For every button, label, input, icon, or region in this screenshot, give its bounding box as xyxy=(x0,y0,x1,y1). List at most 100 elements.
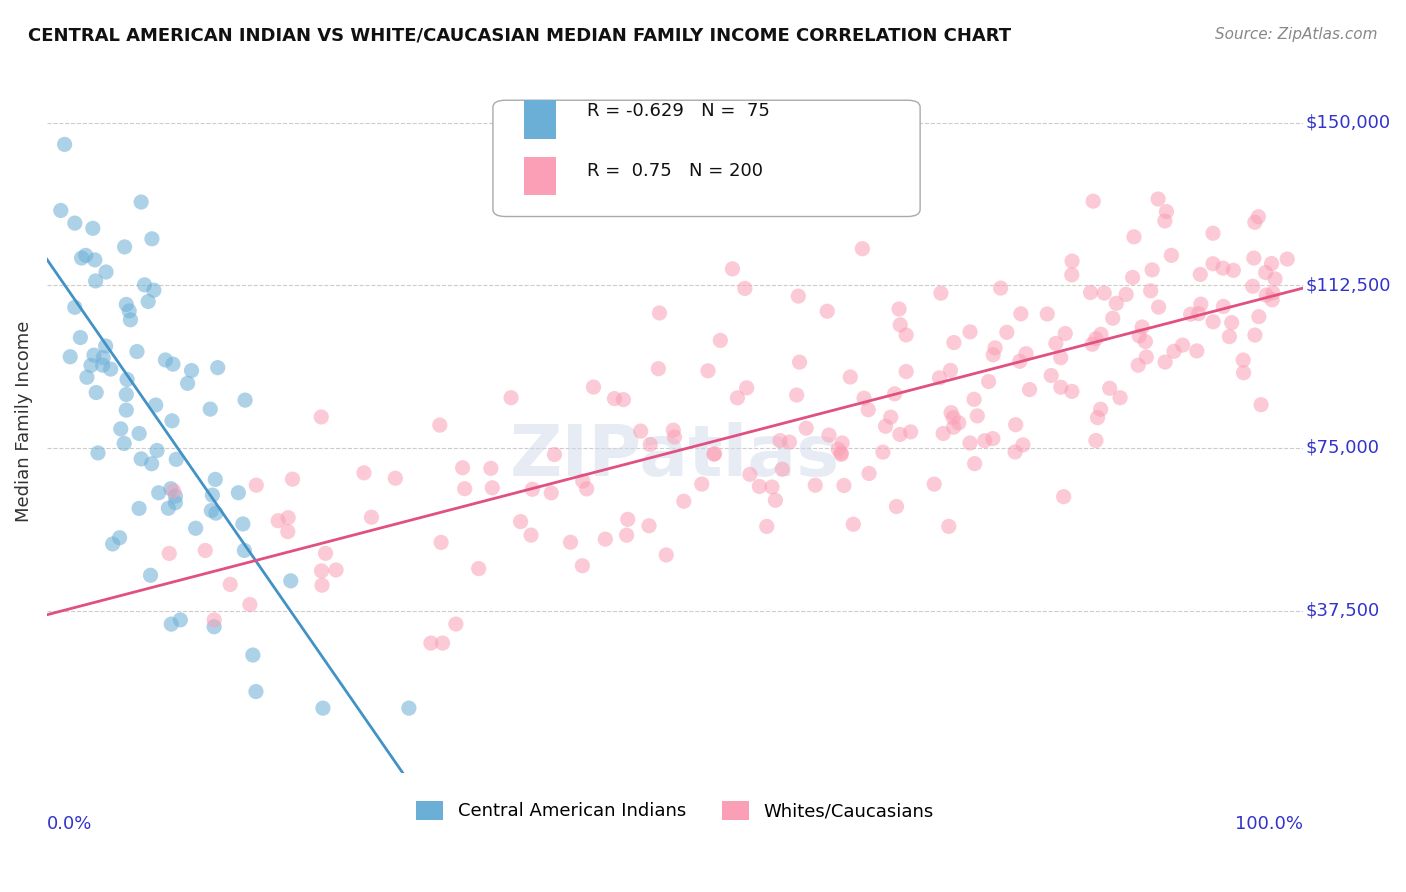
Central American Indians xyxy=(280,574,302,588)
Whites/Caucasians xyxy=(725,391,748,405)
Whites/Caucasians xyxy=(1049,380,1071,394)
Whites/Caucasians xyxy=(748,479,770,493)
Whites/Caucasians xyxy=(1008,354,1031,368)
Whites/Caucasians xyxy=(543,448,565,462)
Whites/Caucasians xyxy=(815,304,838,318)
Central American Indians xyxy=(125,344,148,359)
Whites/Caucasians xyxy=(638,518,661,533)
Whites/Caucasians xyxy=(734,281,756,295)
Text: CENTRAL AMERICAN INDIAN VS WHITE/CAUCASIAN MEDIAN FAMILY INCOME CORRELATION CHAR: CENTRAL AMERICAN INDIAN VS WHITE/CAUCASI… xyxy=(28,27,1011,45)
Whites/Caucasians xyxy=(1232,366,1254,380)
Whites/Caucasians xyxy=(540,486,562,500)
Whites/Caucasians xyxy=(938,519,960,533)
Whites/Caucasians xyxy=(655,548,678,562)
Whites/Caucasians xyxy=(638,437,661,451)
Whites/Caucasians xyxy=(582,380,605,394)
Whites/Caucasians xyxy=(245,478,267,492)
Whites/Caucasians xyxy=(761,480,783,494)
Whites/Caucasians xyxy=(1049,351,1071,365)
Central American Indians xyxy=(139,568,162,582)
Whites/Caucasians xyxy=(603,392,626,406)
Central American Indians xyxy=(141,457,163,471)
Whites/Caucasians xyxy=(501,391,523,405)
Whites/Caucasians xyxy=(883,386,905,401)
FancyBboxPatch shape xyxy=(494,100,920,217)
Whites/Caucasians xyxy=(1189,268,1212,282)
Central American Indians xyxy=(242,648,264,662)
Whites/Caucasians xyxy=(430,535,453,549)
Whites/Caucasians xyxy=(1054,326,1077,341)
Whites/Caucasians xyxy=(277,510,299,524)
Central American Indians xyxy=(233,543,256,558)
Whites/Caucasians xyxy=(1218,329,1240,343)
Central American Indians xyxy=(141,232,163,246)
Whites/Caucasians xyxy=(612,392,634,407)
Whites/Caucasians xyxy=(454,482,477,496)
Text: $150,000: $150,000 xyxy=(1306,113,1391,132)
Central American Indians xyxy=(101,537,124,551)
Central American Indians xyxy=(129,194,152,209)
Whites/Caucasians xyxy=(942,420,965,434)
Whites/Caucasians xyxy=(703,447,725,461)
Whites/Caucasians xyxy=(662,423,685,437)
Central American Indians xyxy=(83,348,105,362)
Central American Indians xyxy=(115,387,138,401)
Whites/Caucasians xyxy=(1160,248,1182,262)
Central American Indians xyxy=(82,221,104,235)
Central American Indians xyxy=(120,313,142,327)
Central American Indians xyxy=(162,357,184,371)
Whites/Caucasians xyxy=(1060,268,1083,282)
Whites/Caucasians xyxy=(202,613,225,627)
Whites/Caucasians xyxy=(1135,350,1157,364)
Whites/Caucasians xyxy=(595,532,617,546)
Central American Indians xyxy=(70,251,93,265)
Whites/Caucasians xyxy=(1012,438,1035,452)
Central American Indians xyxy=(202,620,225,634)
Text: ZIPatlas: ZIPatlas xyxy=(510,422,841,491)
Central American Indians xyxy=(128,501,150,516)
Central American Indians xyxy=(115,403,138,417)
Central American Indians xyxy=(134,277,156,292)
Whites/Caucasians xyxy=(1264,272,1286,286)
Whites/Caucasians xyxy=(1128,329,1150,343)
Whites/Caucasians xyxy=(1156,204,1178,219)
Whites/Caucasians xyxy=(1202,257,1225,271)
Whites/Caucasians xyxy=(1080,285,1102,300)
Whites/Caucasians xyxy=(1241,279,1264,293)
Whites/Caucasians xyxy=(1060,384,1083,399)
Whites/Caucasians xyxy=(889,427,911,442)
Whites/Caucasians xyxy=(1185,343,1208,358)
Whites/Caucasians xyxy=(887,301,910,316)
Whites/Caucasians xyxy=(267,514,290,528)
Central American Indians xyxy=(114,240,136,254)
Central American Indians xyxy=(94,339,117,353)
Central American Indians xyxy=(155,353,177,368)
Central American Indians xyxy=(142,283,165,297)
Whites/Caucasians xyxy=(1147,192,1170,206)
Whites/Caucasians xyxy=(571,474,593,488)
Whites/Caucasians xyxy=(1154,355,1177,369)
Whites/Caucasians xyxy=(818,428,841,442)
Central American Indians xyxy=(205,506,228,520)
Whites/Caucasians xyxy=(575,482,598,496)
Whites/Caucasians xyxy=(894,327,917,342)
Whites/Caucasians xyxy=(1101,311,1123,326)
Central American Indians xyxy=(157,501,180,516)
Whites/Caucasians xyxy=(1220,316,1243,330)
Central American Indians xyxy=(160,482,183,496)
Whites/Caucasians xyxy=(571,558,593,573)
Central American Indians xyxy=(204,472,226,486)
Whites/Caucasians xyxy=(839,370,862,384)
Whites/Caucasians xyxy=(520,528,543,542)
Whites/Caucasians xyxy=(1147,300,1170,314)
Whites/Caucasians xyxy=(1122,270,1144,285)
Whites/Caucasians xyxy=(786,388,808,402)
Whites/Caucasians xyxy=(942,410,965,425)
Whites/Caucasians xyxy=(1189,297,1212,311)
Whites/Caucasians xyxy=(353,466,375,480)
Whites/Caucasians xyxy=(1244,328,1267,343)
Central American Indians xyxy=(49,203,72,218)
Whites/Caucasians xyxy=(889,318,911,332)
Central American Indians xyxy=(176,376,198,391)
Whites/Caucasians xyxy=(1171,338,1194,352)
